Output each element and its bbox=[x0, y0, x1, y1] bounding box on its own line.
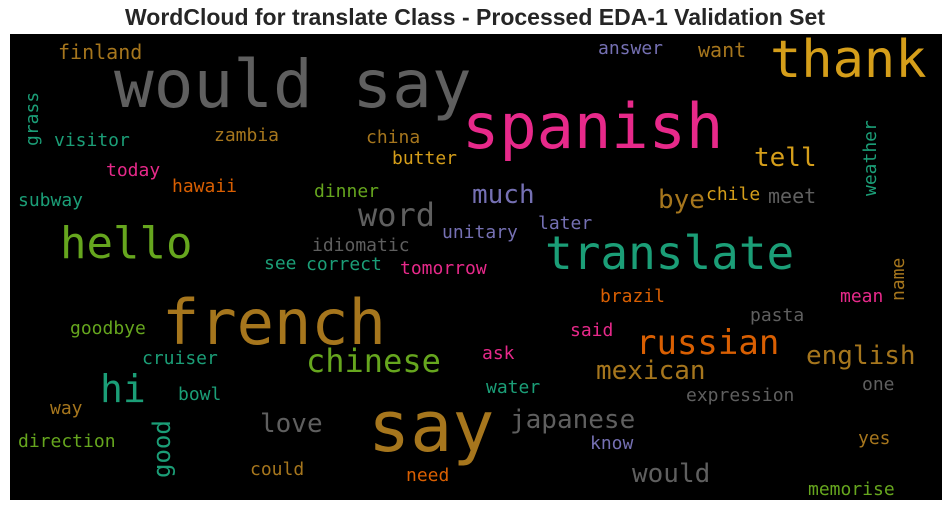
word-memorise: memorise bbox=[808, 479, 895, 500]
word-visitor: visitor bbox=[54, 130, 130, 151]
word-one: one bbox=[862, 374, 895, 395]
word-china: china bbox=[366, 127, 421, 148]
word-translate: translate bbox=[545, 226, 795, 280]
word-see: see bbox=[264, 253, 297, 274]
word-zambia: zambia bbox=[214, 125, 280, 146]
word-finland: finland bbox=[58, 40, 143, 64]
word-subway: subway bbox=[18, 190, 84, 211]
word-yes: yes bbox=[858, 428, 891, 449]
word-say: say bbox=[368, 386, 495, 468]
word-mexican: mexican bbox=[596, 356, 706, 386]
word-hawaii: hawaii bbox=[172, 176, 238, 197]
word-word: word bbox=[358, 196, 436, 234]
word-russian: russian bbox=[636, 323, 780, 363]
word-want: want bbox=[698, 38, 747, 62]
word-would: would bbox=[632, 459, 711, 489]
word-good: good bbox=[148, 419, 176, 478]
word-butter: butter bbox=[392, 148, 458, 169]
word-english: english bbox=[806, 341, 916, 371]
word-cruiser: cruiser bbox=[142, 348, 218, 369]
word-later: later bbox=[538, 213, 593, 234]
word-meet: meet bbox=[768, 184, 817, 208]
word-dinner: dinner bbox=[314, 181, 380, 202]
word-brazil: brazil bbox=[600, 286, 666, 307]
word-answer: answer bbox=[598, 38, 664, 59]
word-know: know bbox=[590, 433, 634, 454]
word-hi: hi bbox=[100, 367, 146, 411]
word-thank: thank bbox=[770, 34, 927, 90]
word-ask: ask bbox=[482, 343, 515, 364]
word-goodbye: goodbye bbox=[70, 318, 146, 339]
word-would-say: would say bbox=[114, 46, 472, 123]
word-name: name bbox=[888, 257, 909, 301]
word-weather: weather bbox=[860, 120, 881, 197]
word-cloud: would say thank spanish say french translate h… bbox=[10, 34, 942, 500]
word-hello: hello bbox=[60, 218, 193, 269]
word-said: said bbox=[570, 320, 614, 341]
word-french: french bbox=[162, 286, 386, 359]
word-spanish: spanish bbox=[462, 90, 724, 163]
word-expression: expression bbox=[686, 385, 795, 406]
word-japanese: japanese bbox=[510, 405, 636, 435]
word-direction: direction bbox=[18, 431, 116, 452]
word-tomorrow: tomorrow bbox=[400, 258, 487, 279]
word-chile: chile bbox=[706, 184, 761, 205]
word-pasta: pasta bbox=[750, 305, 805, 326]
word-need: need bbox=[406, 465, 450, 486]
word-idiomatic: idiomatic bbox=[312, 235, 410, 256]
word-bye: bye bbox=[658, 185, 705, 215]
word-tell: tell bbox=[754, 143, 817, 173]
word-love: love bbox=[260, 409, 323, 439]
word-unitary: unitary bbox=[442, 222, 518, 243]
word-chinese: chinese bbox=[306, 342, 441, 380]
word-grass: grass bbox=[22, 91, 43, 146]
word-bowl: bowl bbox=[178, 384, 222, 405]
word-water: water bbox=[486, 377, 541, 398]
word-could: could bbox=[250, 459, 305, 480]
chart-title: WordCloud for translate Class - Processe… bbox=[125, 4, 825, 30]
word-correct: correct bbox=[306, 254, 382, 275]
word-much: much bbox=[472, 180, 535, 210]
word-mean: mean bbox=[840, 286, 884, 307]
word-today: today bbox=[106, 160, 161, 181]
word-way: way bbox=[50, 398, 83, 419]
